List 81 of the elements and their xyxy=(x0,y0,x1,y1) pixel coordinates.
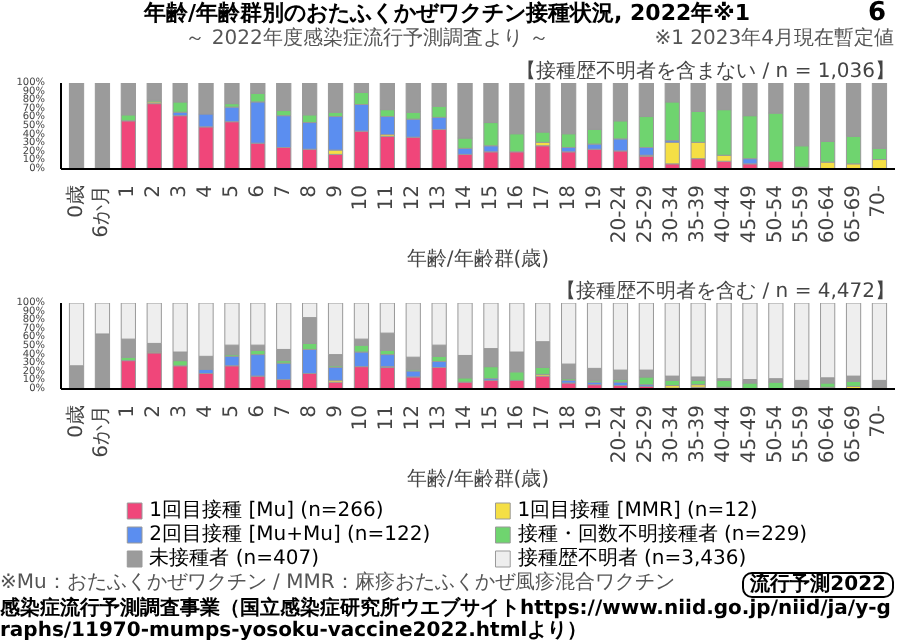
x-tick-label: 11 xyxy=(376,404,399,431)
x-tick-label: 17 xyxy=(531,404,554,431)
legend-label: 未接種者 (n=407) xyxy=(149,546,320,570)
x-tick-label: 9 xyxy=(324,184,347,198)
x-tick-label: 1 xyxy=(117,184,140,198)
x-tick-label: 13 xyxy=(428,184,451,211)
x-tick-label: 45-49 xyxy=(738,184,761,244)
x-tick-label: 30-34 xyxy=(661,184,684,244)
x-tick-label: 2 xyxy=(143,404,166,418)
x-tick-label: 6か月 xyxy=(91,184,114,238)
x-tick-label: 1 xyxy=(117,404,140,418)
x-tick-label: 8 xyxy=(298,404,321,418)
x-tick-label: 60-64 xyxy=(816,404,839,464)
annotation: 【接種歴不明者を含まない / n = 1,036】 xyxy=(516,59,896,83)
x-tick-label: 70- xyxy=(868,404,891,438)
chart-title: 【接種歴不明者を含む / n = 4,472】 xyxy=(556,279,896,303)
legend-label: 1回目接種 [MMR] (n=12) xyxy=(517,498,758,522)
x-tick-label: 3 xyxy=(169,404,192,418)
x-tick-label: 55-59 xyxy=(790,184,813,244)
x-tick-label: 7 xyxy=(272,184,295,198)
legend-label: 接種・回数不明接種者 (n=229) xyxy=(517,522,808,546)
x-tick-label: 30-34 xyxy=(661,404,684,464)
x-tick-label: 40-44 xyxy=(713,404,736,464)
x-tick-label: 6か月 xyxy=(91,404,114,458)
x-tick-label: 5 xyxy=(220,404,243,418)
x-tick-label: 2 xyxy=(143,184,166,198)
x-tick-label: 14 xyxy=(454,184,477,211)
x-tick-label: 16 xyxy=(505,184,528,211)
x-tick-label: 6 xyxy=(246,184,269,198)
x-tick-label: 25-29 xyxy=(635,404,658,464)
x-tick-label: 45-49 xyxy=(738,404,761,464)
chart-subtitle: ～ 2022年度感染症流行予測調査より ～ xyxy=(185,26,550,52)
x-tick-label: 7 xyxy=(272,404,295,418)
x-tick-label: 65-69 xyxy=(842,184,865,244)
x-tick-label: 19 xyxy=(583,404,606,431)
x-tick-label: 0歳 xyxy=(63,184,88,218)
x-tick-label: 70- xyxy=(868,184,891,218)
legend-label: 1回目接種 [Mu] (n=266) xyxy=(149,498,384,522)
x-tick-label: 18 xyxy=(557,184,580,211)
legend-label: 2回目接種 [Mu+Mu] (n=122) xyxy=(149,522,431,546)
x-tick-label: 65-69 xyxy=(842,404,865,464)
x-tick-label: 5 xyxy=(220,184,243,198)
x-tick-label: 35-39 xyxy=(687,404,710,464)
x-tick-label: 16 xyxy=(505,404,528,431)
x-tick-label: 11 xyxy=(376,184,399,211)
x-tick-label: 15 xyxy=(479,404,502,431)
x-tick-label: 35-39 xyxy=(687,184,710,244)
x-tick-label: 6 xyxy=(246,404,269,418)
x-tick-label: 8 xyxy=(298,184,321,198)
x-tick-label: 4 xyxy=(195,184,218,198)
x-tick-label: 9 xyxy=(324,404,347,418)
x-tick-label: 13 xyxy=(428,404,451,431)
chart-title: 年齢/年齢群別のおたふくかぜワクチン接種状況, 2022年※1 xyxy=(144,0,750,26)
x-tick-label: 20-24 xyxy=(609,404,632,464)
x-axis-title: 年齢/年齢群(歳) xyxy=(406,247,550,272)
text: 感染症流行予測調査事業（国立感染症研究所ウエブサイトhttps://www.niid.go.jp/niid/ja/y-graphs/11970-mumps-yosoku-vaccine2022.htmlより） xyxy=(0,598,893,640)
x-tick-label: 12 xyxy=(402,184,425,211)
x-tick-label: 10 xyxy=(350,404,373,431)
x-tick-label: 25-29 xyxy=(635,184,658,244)
x-tick-label: 3 xyxy=(169,184,192,198)
x-tick-label: 0歳 xyxy=(63,404,88,438)
text: 6 xyxy=(867,0,886,28)
x-tick-label: 14 xyxy=(454,404,477,431)
x-tick-label: 12 xyxy=(402,404,425,431)
x-tick-label: 55-59 xyxy=(790,404,813,464)
x-tick-label: 60-64 xyxy=(816,184,839,244)
text: ※Mu：おたふくかぜワクチン / MMR：麻疹おたふくかぜ風疹混合ワクチン xyxy=(0,572,675,596)
x-axis-title: 年齢/年齢群(歳) xyxy=(406,467,550,492)
x-tick-label: 20-24 xyxy=(609,184,632,244)
x-tick-label: 40-44 xyxy=(713,184,736,244)
x-tick-label: 50-54 xyxy=(764,184,787,244)
text: 流行予測2022 xyxy=(742,572,894,598)
x-tick-label: 4 xyxy=(195,404,218,418)
x-tick-label: 15 xyxy=(479,184,502,211)
x-tick-label: 18 xyxy=(557,404,580,431)
text: ※1 2023年4月現在暫定値 xyxy=(654,26,894,52)
x-tick-label: 50-54 xyxy=(764,404,787,464)
x-tick-label: 19 xyxy=(583,184,606,211)
x-tick-label: 17 xyxy=(531,184,554,211)
x-tick-label: 10 xyxy=(350,184,373,211)
legend-label: 接種歴不明者 (n=3,436) xyxy=(517,546,747,570)
